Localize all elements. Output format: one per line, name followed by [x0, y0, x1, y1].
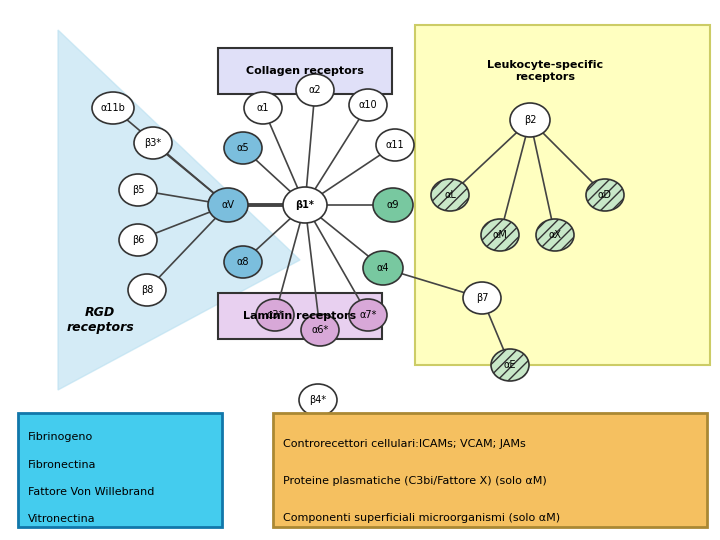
Text: α8: α8 [237, 257, 249, 267]
Ellipse shape [208, 188, 248, 222]
Text: α9: α9 [387, 200, 400, 210]
Text: α6*: α6* [311, 325, 328, 335]
Text: Leukocyte-specific
receptors: Leukocyte-specific receptors [487, 60, 603, 82]
Text: Controrecettori cellulari:ICAMs; VCAM; JAMs: Controrecettori cellulari:ICAMs; VCAM; J… [283, 440, 526, 449]
Text: Vitronectina: Vitronectina [28, 515, 96, 524]
Ellipse shape [119, 174, 157, 206]
Text: α2: α2 [309, 85, 321, 95]
Ellipse shape [92, 92, 134, 124]
Text: RGD
receptors: RGD receptors [66, 306, 134, 334]
Text: α1: α1 [257, 103, 269, 113]
Ellipse shape [431, 179, 469, 211]
Text: αV: αV [222, 200, 235, 210]
Text: α11b: α11b [101, 103, 125, 113]
FancyBboxPatch shape [273, 413, 707, 527]
Text: Collagen receptors: Collagen receptors [246, 66, 364, 76]
Text: Fattore Von Willebrand: Fattore Von Willebrand [28, 487, 154, 497]
Text: β2: β2 [523, 115, 536, 125]
Text: αD: αD [598, 190, 612, 200]
Text: αE: αE [504, 360, 516, 370]
Text: β8: β8 [141, 285, 153, 295]
Text: Fibrinogeno: Fibrinogeno [28, 432, 94, 442]
Text: Fibronectina: Fibronectina [28, 460, 96, 469]
Ellipse shape [244, 92, 282, 124]
Text: β7: β7 [476, 293, 488, 303]
Text: Laminin receptors: Laminin receptors [243, 311, 356, 321]
Ellipse shape [491, 349, 529, 381]
Ellipse shape [363, 251, 403, 285]
Ellipse shape [586, 179, 624, 211]
Text: Proteine plasmatiche (C3bi/Fattore X) (solo αM): Proteine plasmatiche (C3bi/Fattore X) (s… [283, 476, 546, 486]
Polygon shape [58, 30, 300, 390]
Text: α7*: α7* [359, 310, 377, 320]
Ellipse shape [119, 224, 157, 256]
Text: αX: αX [549, 230, 562, 240]
Ellipse shape [463, 282, 501, 314]
Text: Componenti superficiali microorganismi (solo αM): Componenti superficiali microorganismi (… [283, 512, 560, 523]
Ellipse shape [373, 188, 413, 222]
Ellipse shape [510, 103, 550, 137]
Ellipse shape [256, 299, 294, 331]
Text: β5: β5 [132, 185, 144, 195]
FancyBboxPatch shape [18, 413, 222, 527]
Ellipse shape [283, 187, 327, 223]
Ellipse shape [224, 246, 262, 278]
Text: α4: α4 [377, 263, 390, 273]
Ellipse shape [481, 219, 519, 251]
Text: αM: αM [492, 230, 508, 240]
Text: α10: α10 [359, 100, 377, 110]
Ellipse shape [134, 127, 172, 159]
Text: α5: α5 [237, 143, 249, 153]
Ellipse shape [128, 274, 166, 306]
Ellipse shape [349, 89, 387, 121]
Text: α11: α11 [386, 140, 405, 150]
Text: β3*: β3* [145, 138, 161, 148]
FancyBboxPatch shape [415, 25, 710, 365]
Ellipse shape [299, 384, 337, 416]
Text: β1*: β1* [296, 200, 315, 210]
Ellipse shape [301, 314, 339, 346]
Text: β4*: β4* [310, 395, 327, 405]
Ellipse shape [349, 299, 387, 331]
FancyBboxPatch shape [218, 48, 392, 94]
FancyBboxPatch shape [218, 293, 382, 339]
Text: αL: αL [444, 190, 456, 200]
Ellipse shape [224, 132, 262, 164]
Ellipse shape [296, 74, 334, 106]
Ellipse shape [376, 129, 414, 161]
Text: β6: β6 [132, 235, 144, 245]
Text: α3*: α3* [266, 310, 284, 320]
Ellipse shape [536, 219, 574, 251]
